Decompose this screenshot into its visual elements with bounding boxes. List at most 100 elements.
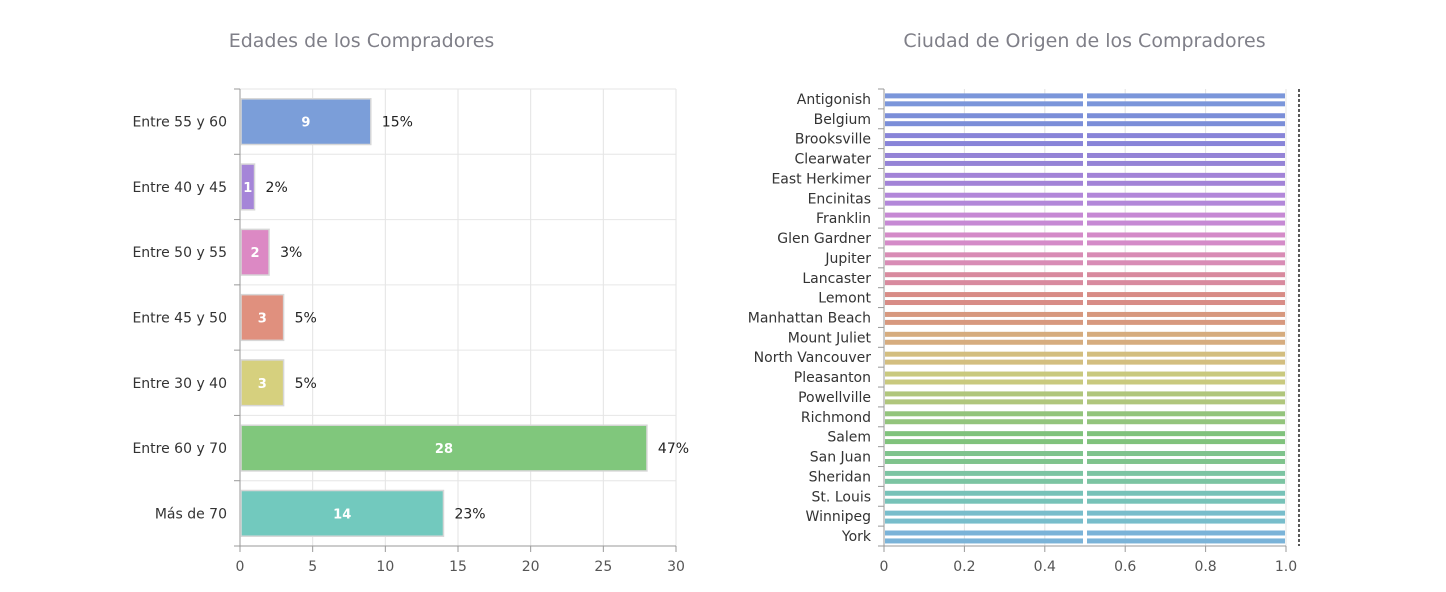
city-x-tick-label: 0.2 — [953, 559, 975, 575]
city-bar — [885, 371, 1083, 377]
age-bar — [240, 424, 648, 472]
city-bar — [1087, 192, 1285, 198]
city-bar — [885, 399, 1083, 405]
city-bar — [885, 260, 1083, 266]
age-bar — [240, 489, 445, 537]
city-bar — [1087, 530, 1285, 536]
age-bar — [240, 293, 285, 342]
city-x-tick-label: 1.0 — [1275, 559, 1297, 575]
age-category-label: Más de 70 — [155, 506, 227, 522]
city-category-label: Salem — [827, 430, 871, 446]
city-bar — [1087, 419, 1285, 425]
age-category-label: Entre 45 y 50 — [132, 311, 227, 327]
city-category-label: Antigonish — [797, 92, 871, 108]
city-bar — [1087, 280, 1285, 286]
city-bar — [885, 152, 1083, 158]
city-bar — [885, 518, 1083, 524]
city-bar — [1087, 252, 1285, 258]
city-bar — [885, 232, 1083, 238]
city-bar — [1087, 172, 1285, 178]
city-bar — [1087, 538, 1285, 544]
age-bar-percent-label: 5% — [295, 311, 317, 327]
city-bar — [1087, 180, 1285, 186]
city-bar — [885, 141, 1083, 147]
city-bar — [885, 292, 1083, 298]
city-x-tick-label: 0.4 — [1034, 559, 1056, 575]
city-bar — [1087, 152, 1285, 158]
city-bar — [1087, 160, 1285, 166]
age-x-tick-label: 30 — [667, 559, 685, 575]
city-bar — [1087, 439, 1285, 445]
city-bar — [1087, 260, 1285, 266]
city-bar — [885, 538, 1083, 544]
age-bar-value-label: 3 — [258, 312, 267, 327]
age-x-tick-label: 20 — [522, 559, 540, 575]
age-x-tick-label: 25 — [594, 559, 612, 575]
age-bar-percent-label: 47% — [658, 441, 689, 457]
city-bar — [885, 379, 1083, 385]
age-bar-value-label: 28 — [435, 442, 453, 457]
age-bar — [240, 163, 256, 211]
city-bar — [885, 478, 1083, 484]
city-bar — [885, 240, 1083, 246]
city-bar — [885, 252, 1083, 258]
city-category-label: Mount Juliet — [788, 330, 872, 346]
city-category-label: Clearwater — [794, 152, 871, 168]
city-bar — [1087, 101, 1285, 107]
city-bar — [885, 498, 1083, 504]
city-bar — [1087, 311, 1285, 317]
city-bar — [885, 490, 1083, 496]
city-bar — [1087, 431, 1285, 437]
city-category-label: York — [841, 529, 872, 545]
city-bar — [885, 419, 1083, 425]
city-category-label: Winnipeg — [806, 509, 871, 525]
city-bar — [1087, 359, 1285, 365]
city-bar — [885, 212, 1083, 218]
city-bar — [1087, 379, 1285, 385]
city-category-label: Lancaster — [802, 271, 871, 287]
city-bar — [1087, 371, 1285, 377]
age-bar-percent-label: 15% — [382, 115, 413, 131]
city-category-label: Lemont — [818, 291, 871, 307]
city-bar — [1087, 498, 1285, 504]
city-bar — [1087, 451, 1285, 457]
city-bar — [885, 280, 1083, 286]
city-category-label: Powellville — [798, 390, 871, 406]
city-bar — [885, 101, 1083, 107]
age-bar-percent-label: 5% — [295, 376, 317, 392]
city-bar — [1087, 470, 1285, 476]
age-bar-percent-label: 2% — [266, 180, 288, 196]
city-category-label: Franklin — [816, 211, 871, 227]
age-category-label: Entre 60 y 70 — [132, 441, 227, 457]
age-x-tick-label: 10 — [376, 559, 394, 575]
city-bar — [885, 160, 1083, 166]
city-bar — [885, 339, 1083, 345]
city-chart-title: Ciudad de Origen de los Compradores — [903, 30, 1266, 52]
city-bar — [1087, 339, 1285, 345]
city-bar — [1087, 391, 1285, 397]
city-bar — [885, 311, 1083, 317]
city-bar — [1087, 300, 1285, 306]
age-x-tick-label: 0 — [236, 559, 245, 575]
city-chart-panel: Ciudad de Origen de los Compradores 0 0.2… — [723, 0, 1446, 592]
city-bar — [1087, 411, 1285, 417]
age-category-label: Entre 40 y 45 — [132, 180, 227, 196]
city-x-tick-label: 0.6 — [1114, 559, 1136, 575]
city-bar — [885, 300, 1083, 306]
city-bar — [885, 319, 1083, 325]
age-bar-percent-label: 3% — [280, 245, 302, 261]
city-chart: 0 0.2 0.4 0.6 0.8 1.0 Antigonish Belgium Brooksv… — [748, 88, 1300, 575]
city-bar — [885, 351, 1083, 357]
city-bar — [1087, 399, 1285, 405]
city-bar — [885, 220, 1083, 226]
city-bar — [885, 359, 1083, 365]
age-category-label: Entre 55 y 60 — [132, 115, 227, 131]
age-chart-panel: Edades de los Compradores 0 5 10 15 20 25 30 En… — [132, 30, 689, 575]
city-bar — [1087, 93, 1285, 99]
city-bar — [885, 510, 1083, 516]
city-category-label: Jupiter — [824, 251, 871, 267]
city-bar — [1087, 232, 1285, 238]
age-chart-title: Edades de los Compradores — [228, 30, 495, 52]
city-category-label: East Herkimer — [771, 171, 871, 187]
